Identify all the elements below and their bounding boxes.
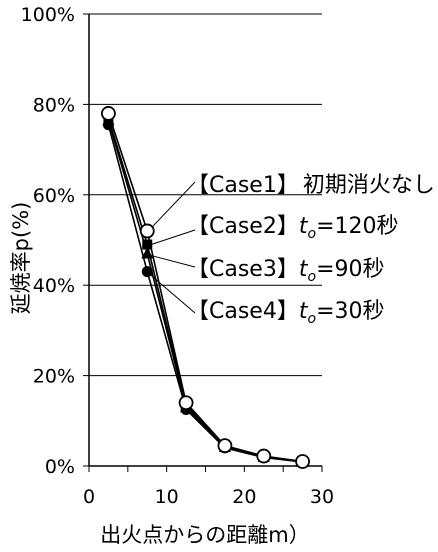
y-tick-label: 0%: [45, 456, 75, 478]
annotation-case2: 【Case2】to=120秒: [187, 214, 399, 242]
annotations: 【Case1】 初期消火なし【Case2】to=120秒【Case3】to=90秒…: [187, 173, 435, 327]
series-1: [101, 106, 310, 469]
y-tick-label: 100%: [21, 4, 75, 26]
annotation-t-subscript: o: [307, 226, 316, 242]
annotation-case-label: 【Case4】: [187, 299, 299, 324]
x-tick-label: 0: [83, 486, 95, 508]
annotation-t-symbol: t: [299, 257, 309, 282]
annotation-case-label: 【Case2】: [187, 214, 299, 239]
data-point: [139, 223, 155, 239]
leader-line-case4: [149, 274, 196, 314]
annotation-t-subscript: o: [307, 311, 316, 327]
annotation-value: =30秒: [316, 299, 384, 324]
y-tick-label: 20%: [33, 366, 75, 388]
y-tick-label: 40%: [33, 275, 75, 297]
annotation-value: =90秒: [316, 257, 384, 282]
series: [101, 106, 310, 469]
series-line: [107, 113, 303, 463]
x-tick-label: 30: [310, 486, 334, 508]
y-axis-title: 延焼率p(%): [9, 202, 33, 315]
annotation-case-label: 【Case3】: [187, 257, 299, 282]
annotation-t-symbol: t: [299, 214, 309, 239]
annotation-leader-lines: [149, 181, 196, 314]
y-tick-label: 80%: [33, 94, 75, 116]
axes: [83, 13, 323, 472]
data-point: [256, 448, 272, 464]
series-line: [107, 117, 303, 463]
annotation-value: 初期消火なし: [303, 173, 435, 198]
x-tick-label: 20: [232, 486, 256, 508]
data-point: [141, 266, 153, 278]
y-tick-label: 60%: [33, 185, 75, 207]
annotation-case4: 【Case4】to=30秒: [187, 299, 385, 327]
x-axis-title: 出火点からの距離m）: [100, 523, 309, 547]
data-point: [217, 438, 233, 454]
annotation-case3: 【Case3】to=90秒: [187, 257, 385, 285]
annotation-value: =120秒: [316, 214, 398, 239]
annotation-case-label: 【Case1】: [187, 173, 299, 198]
series-2: [103, 112, 308, 467]
data-point: [178, 395, 194, 411]
y-tick-labels: 0% 20% 40% 60% 80% 100%: [21, 4, 75, 478]
x-tick-labels: 0 10 20 30: [83, 486, 334, 508]
data-point: [295, 454, 310, 469]
leader-line-case2: [151, 229, 196, 245]
annotation-case1: 【Case1】 初期消火なし: [187, 173, 435, 198]
data-point: [142, 239, 153, 250]
annotation-t-subscript: o: [307, 269, 316, 285]
series-line: [107, 119, 303, 463]
x-tick-label: 10: [155, 486, 179, 508]
gridlines: [89, 13, 322, 377]
leader-line-case1: [150, 181, 196, 229]
series-4: [102, 119, 309, 468]
data-point: [101, 106, 116, 121]
leader-line-case3: [151, 255, 196, 268]
annotation-t-symbol: t: [299, 299, 309, 324]
series-3: [102, 114, 309, 467]
